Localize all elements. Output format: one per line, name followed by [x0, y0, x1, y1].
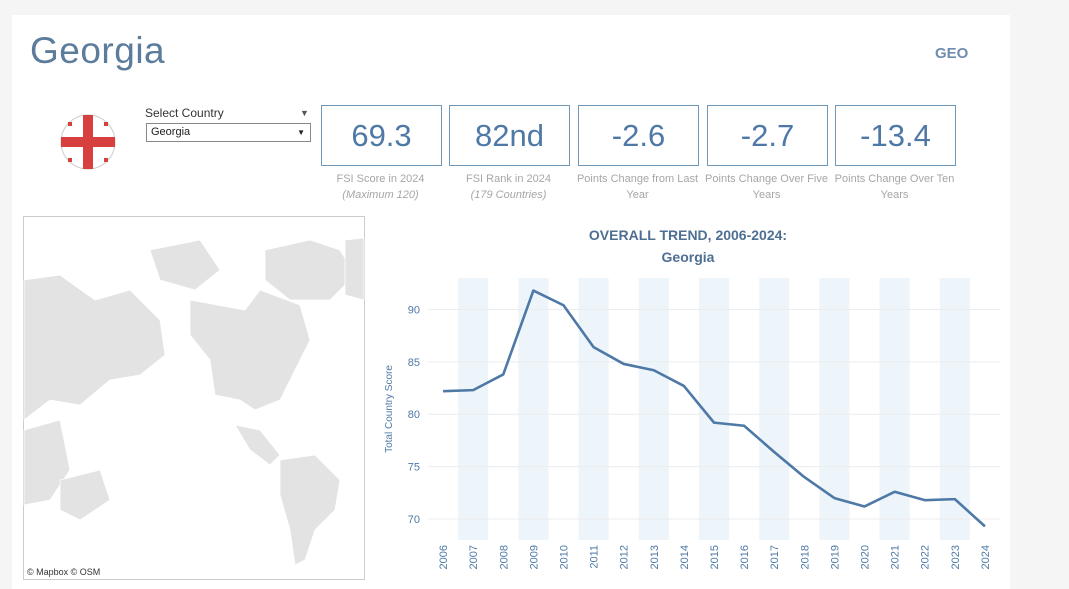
kpi-note: (Maximum 120) — [342, 189, 419, 201]
kpi-note: (179 Countries) — [470, 189, 547, 201]
trend-line — [443, 289, 986, 528]
x-tick-label: 2018 — [799, 545, 811, 569]
x-tick-label: 2016 — [739, 545, 751, 569]
x-tick-label: 2010 — [558, 545, 570, 569]
x-tick-label: 2009 — [528, 545, 540, 569]
chart: 70 75 80 85 90 2006 2007 2008 2009 2010 2011 2012 20… — [408, 278, 1000, 569]
kpi-value: -13.4 — [835, 105, 956, 166]
y-tick-label: 90 — [408, 304, 420, 316]
country-code: GEO — [935, 45, 969, 62]
column-band — [939, 278, 970, 540]
kpi-value: 69.3 — [321, 105, 442, 166]
x-tick-label: 2014 — [679, 545, 691, 569]
x-tick-label: 2019 — [829, 545, 841, 569]
x-tick-label: 2015 — [709, 545, 721, 569]
map-attribution: © Mapbox © OSM — [27, 567, 100, 577]
kpi-caption: Points Change Over Ten Years — [834, 173, 955, 201]
y-tick-label: 85 — [408, 357, 420, 369]
x-tick-label: 2012 — [619, 545, 631, 569]
y-tick-label: 80 — [408, 409, 420, 421]
x-tick-label: 2024 — [980, 545, 992, 569]
column-band — [879, 278, 910, 540]
chart-subtitle: Georgia — [662, 249, 715, 265]
kpi-caption: FSI Rank in 2024 — [466, 173, 551, 185]
y-axis-label: Total Country Score — [384, 365, 395, 453]
x-tick-label: 2021 — [890, 545, 902, 569]
kpi-caption-block: Points Change Over Five Years — [702, 171, 831, 203]
kpi-caption: FSI Score in 2024 — [336, 173, 425, 185]
kpi-caption: Points Change Over Five Years — [705, 173, 828, 201]
kpi-value: -2.7 — [707, 105, 828, 166]
kpi-value: 82nd — [449, 105, 570, 166]
selector-label: Select Country — [145, 106, 224, 120]
x-tick-label: 2017 — [769, 545, 781, 569]
column-band — [458, 278, 489, 540]
x-tick-label: 2011 — [589, 545, 601, 569]
dropdown-value: Georgia — [151, 126, 191, 138]
column-band — [759, 278, 790, 540]
y-tick-label: 70 — [408, 514, 420, 526]
flag — [60, 114, 116, 170]
x-tick-label: 2006 — [438, 545, 450, 569]
kpi-caption-block: Points Change from Last Year — [573, 171, 702, 203]
page-title: Georgia — [30, 30, 166, 71]
x-tick-label: 2023 — [950, 545, 962, 569]
kpi-caption-block: FSI Score in 2024 (Maximum 120) — [316, 171, 445, 203]
column-band — [578, 278, 609, 540]
column-band — [819, 278, 850, 540]
kpi-caption-block: Points Change Over Ten Years — [830, 171, 959, 203]
map-land — [23, 237, 365, 566]
x-tick-label: 2008 — [498, 545, 510, 569]
chart-title: OVERALL TREND, 2006-2024: — [589, 227, 787, 243]
y-tick-label: 75 — [408, 462, 420, 474]
column-band — [638, 278, 669, 540]
x-tick-label: 2020 — [860, 545, 872, 569]
kpi-caption-block: FSI Rank in 2024 (179 Countries) — [444, 171, 573, 203]
selector-menu[interactable]: ▼ — [300, 108, 309, 118]
kpi-value: -2.6 — [578, 105, 699, 166]
kpi-caption: Points Change from Last Year — [576, 173, 699, 201]
x-tick-label: 2013 — [649, 545, 661, 569]
x-tick-label: 2007 — [468, 545, 480, 569]
x-tick-label: 2022 — [920, 545, 932, 569]
country-dropdown[interactable]: Georgia ▼ — [146, 123, 311, 142]
